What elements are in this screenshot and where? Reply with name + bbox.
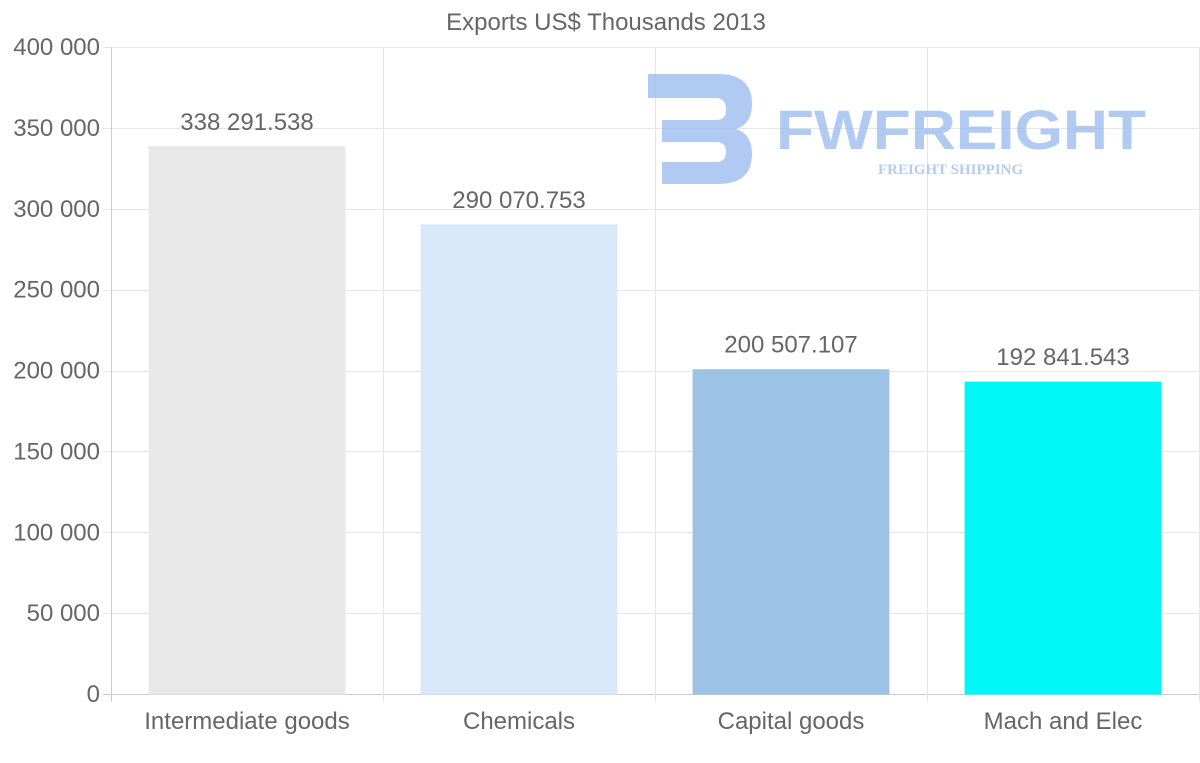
- y-tick-label: 150 000: [13, 438, 100, 465]
- bars: [148, 146, 1162, 695]
- y-tick-label: 250 000: [13, 277, 100, 304]
- y-tick-label: 0: [87, 681, 100, 708]
- y-tick-label: 100 000: [13, 519, 100, 546]
- x-category-label: Intermediate goods: [144, 708, 349, 735]
- data-label: 192 841.543: [996, 344, 1129, 371]
- data-label: 200 507.107: [724, 332, 857, 359]
- x-axis-categories: Intermediate goods Chemicals Capital goods…: [144, 708, 1142, 735]
- x-category-label: Chemicals: [463, 708, 575, 735]
- y-tick-label: 300 000: [13, 196, 100, 223]
- watermark-brand: FWFREIGHT: [776, 98, 1146, 161]
- y-tick-label: 350 000: [13, 115, 100, 142]
- y-axis-ticks: 0 50 000 100 000 150 000 200 000 250 000 300 0…: [13, 34, 100, 708]
- bar: [692, 369, 890, 695]
- y-tick-label: 200 000: [13, 358, 100, 385]
- bar: [148, 146, 346, 695]
- watermark: FWFREIGHT FREIGHT SHIPPING: [648, 74, 1146, 184]
- data-label: 338 291.538: [180, 109, 313, 136]
- data-label: 290 070.753: [452, 187, 585, 214]
- watermark-tagline: FREIGHT SHIPPING: [878, 162, 1023, 178]
- x-category-label: Mach and Elec: [984, 708, 1143, 735]
- y-tick-label: 400 000: [13, 34, 100, 61]
- data-labels: 338 291.538 290 070.753 200 507.107 192 841…: [180, 109, 1129, 371]
- chart-title: Exports US$ Thousands 2013: [446, 9, 766, 36]
- bar: [420, 224, 618, 695]
- bar: [964, 381, 1162, 695]
- y-tick-label: 50 000: [27, 600, 100, 627]
- watermark-logo-icon: [648, 74, 752, 184]
- x-category-label: Capital goods: [718, 708, 865, 735]
